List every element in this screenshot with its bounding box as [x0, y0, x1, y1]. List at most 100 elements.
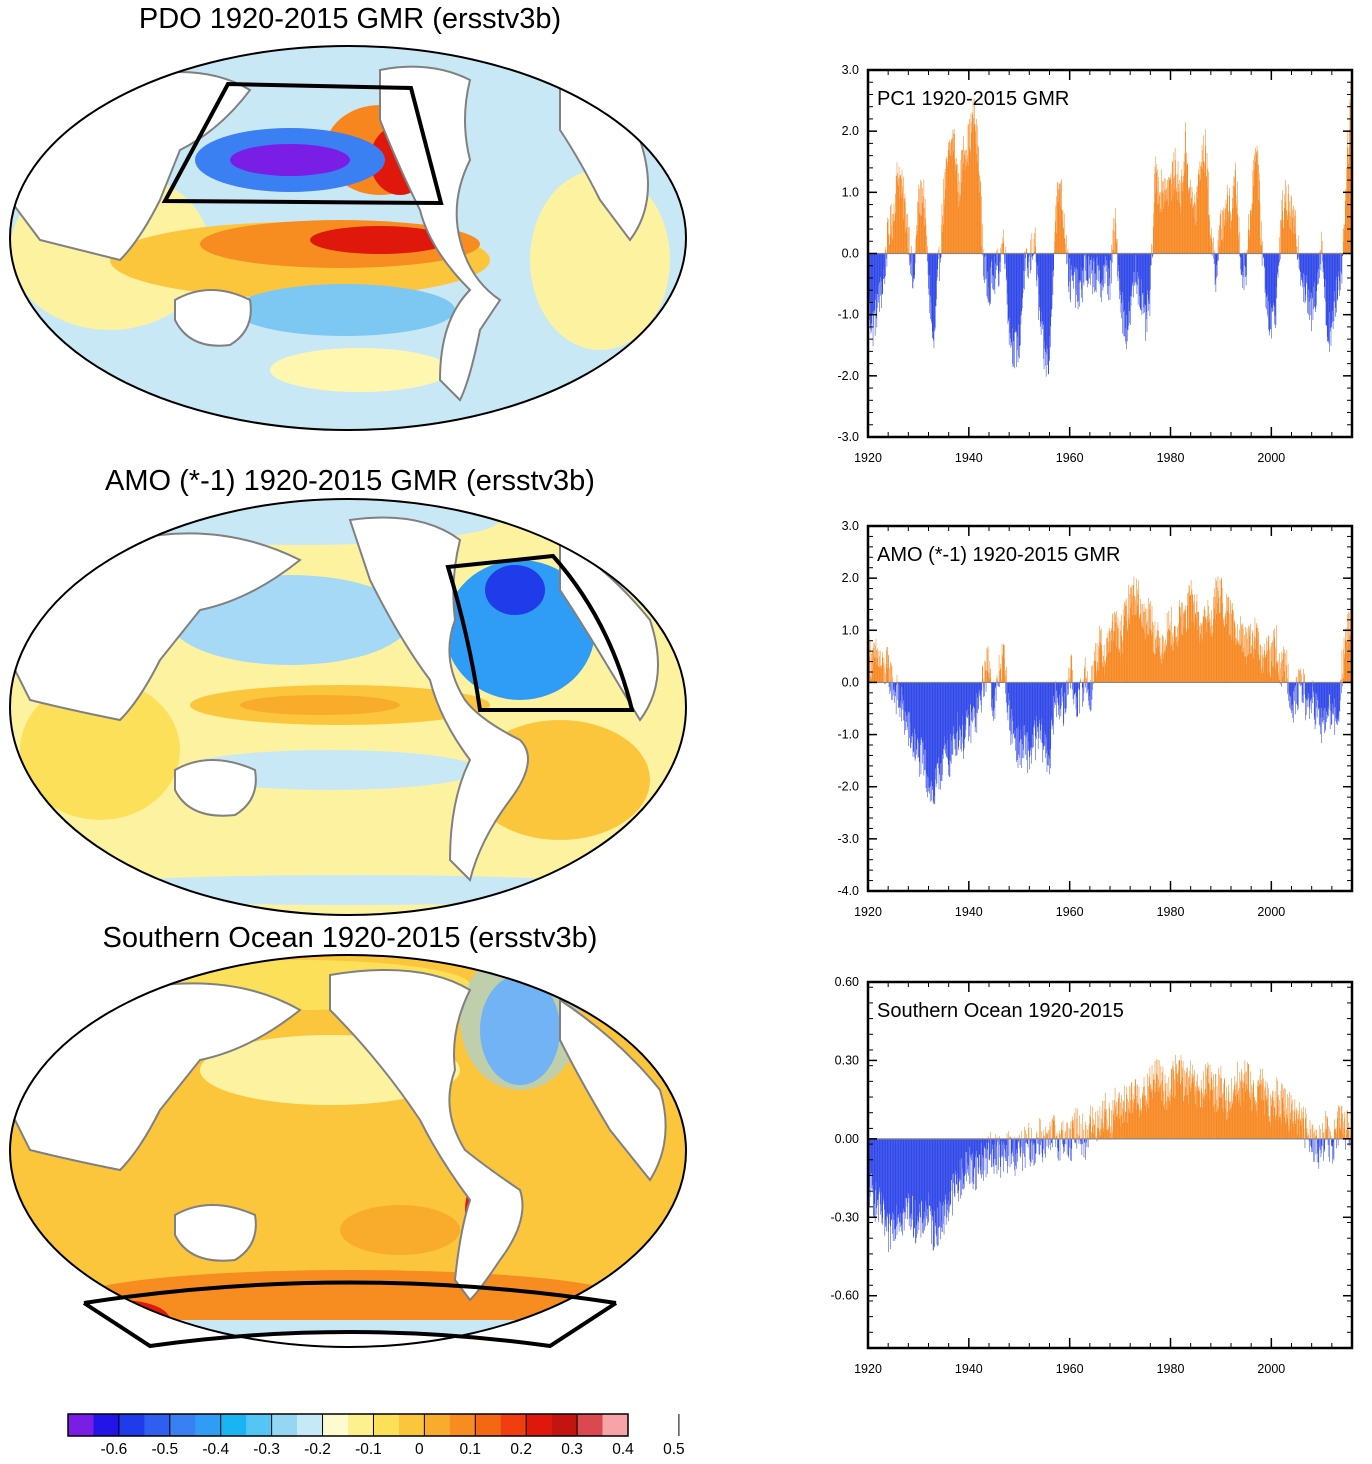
colorbar-label: -0.3 [253, 1441, 280, 1458]
pdo-region-box [161, 81, 444, 206]
y-tick-label: 0.30 [835, 1053, 859, 1067]
colorbar-swatch [93, 1414, 120, 1436]
chart-title: PC1 1920-2015 GMR [877, 88, 1069, 110]
x-tick-label: 1940 [955, 451, 983, 465]
colorbar-label: 0.3 [561, 1441, 583, 1458]
y-tick-label: -1.0 [837, 308, 859, 322]
x-tick-label: 2000 [1257, 451, 1285, 465]
colorbar-swatch [526, 1414, 552, 1436]
y-tick-label: 1.0 [842, 623, 859, 637]
colorbar-swatch [373, 1414, 400, 1436]
southern-ocean-map [9, 954, 687, 1349]
colorbar-swatch [220, 1414, 247, 1436]
map-title-pdo: PDO 1920-2015 GMR (ersstv3b) [138, 3, 562, 35]
colorbar-label: 0.4 [612, 1441, 634, 1458]
y-tick-label: 1.0 [842, 185, 859, 199]
colorbar-swatch [322, 1414, 349, 1436]
colorbar-swatch [118, 1414, 145, 1436]
colorbar-swatch [297, 1414, 323, 1436]
colorbar-label: 0 [415, 1441, 424, 1458]
x-tick-label: 1960 [1056, 905, 1084, 919]
map-outline [9, 954, 687, 1348]
y-tick-label: -2.0 [837, 780, 859, 794]
y-tick-label: 3.0 [842, 519, 859, 533]
map-title-amo: AMO (*-1) 1920-2015 GMR (ersstv3b) [105, 465, 595, 497]
y-tick-label: -2.0 [837, 369, 859, 383]
x-tick-label: 1920 [854, 451, 882, 465]
x-tick-label: 1920 [854, 905, 882, 919]
southern-ocean-region-box [82, 1280, 618, 1349]
x-tick-label: 1980 [1157, 905, 1185, 919]
colorbar-label: 0.5 [663, 1441, 685, 1458]
colorbar-swatch [602, 1414, 629, 1436]
x-tick-label: 1960 [1056, 451, 1084, 465]
colorbar-label: -0.4 [202, 1441, 229, 1458]
colorbar-swatch [195, 1414, 222, 1436]
x-tick-label: 1980 [1157, 1362, 1185, 1376]
colorbar-swatch [348, 1414, 374, 1436]
y-tick-label: -4.0 [837, 884, 859, 898]
colorbar-swatch [500, 1414, 527, 1436]
colorbar-label: -0.5 [151, 1441, 178, 1458]
y-tick-label: -0.60 [831, 1289, 860, 1303]
sst-blob [235, 284, 455, 336]
colorbar-swatch [398, 1414, 425, 1436]
y-tick-label: 0.60 [835, 975, 859, 989]
x-tick-label: 2000 [1257, 905, 1285, 919]
sst-blob [445, 560, 595, 700]
sst-blob [310, 226, 450, 254]
chart-title: AMO (*-1) 1920-2015 GMR [877, 544, 1120, 566]
colorbar-swatch [475, 1414, 502, 1436]
land-australia [174, 1204, 257, 1262]
y-tick-label: -0.30 [831, 1210, 860, 1224]
map-title-southern-ocean: Southern Ocean 1920-2015 (ersstv3b) [102, 922, 598, 954]
colorbar-swatch [68, 1414, 94, 1436]
colorbar-label: 0.2 [510, 1441, 532, 1458]
x-tick-label: 2000 [1257, 1362, 1285, 1376]
colorbar-swatch [246, 1414, 272, 1436]
sst-blob [485, 565, 545, 615]
y-tick-label: 0.0 [842, 675, 859, 689]
land-australia [174, 759, 257, 817]
amo-timeseries-chart: -4.0 -3.0 -2.0 -1.0 0.0 1.0 2.0 3.0 1920 1940 1960… [837, 519, 1354, 919]
sst-blob [20, 680, 180, 820]
colorbar-label: -0.6 [101, 1441, 128, 1458]
maps-panel: -0.6 -0.5 -0.4 -0.3 -0.2 -0.1 0 0.1 0.2 0.3 0.4 0.5… [9, 45, 687, 1458]
y-tick-label: 2.0 [842, 124, 859, 138]
y-tick-label: -1.0 [837, 728, 859, 742]
y-tick-label: 0.00 [835, 1132, 859, 1146]
southern-ocean-timeseries-chart: -0.60 -0.30 0.00 0.30 0.60 1920 1940 1960 1980 20… [831, 975, 1354, 1376]
sst-blob [230, 144, 350, 176]
x-tick-label: 1940 [955, 1362, 983, 1376]
y-tick-label: -3.0 [837, 430, 859, 444]
land-americas [348, 516, 529, 882]
sst-blob [340, 1205, 460, 1255]
sst-blob [70, 1270, 630, 1330]
x-tick-label: 1920 [854, 1362, 882, 1376]
colorbar-label: -0.2 [304, 1441, 331, 1458]
colorbar-swatch [144, 1414, 171, 1436]
land-australia [174, 289, 252, 347]
amo-region-box [445, 553, 635, 712]
colorbar-label: -0.1 [355, 1441, 382, 1458]
colorbar-swatch [449, 1414, 476, 1436]
x-tick-label: 1940 [955, 905, 983, 919]
y-tick-label: 2.0 [842, 571, 859, 585]
chart-title: Southern Ocean 1920-2015 [877, 1000, 1124, 1022]
pdo-map [9, 45, 687, 431]
map-outline [9, 45, 687, 431]
land-africa [559, 998, 667, 1182]
colorbar-swatch [551, 1414, 578, 1436]
land-americas [379, 65, 502, 402]
y-tick-label: 0.0 [842, 247, 859, 261]
sst-blob [240, 695, 400, 715]
colorbar-swatch [424, 1414, 451, 1436]
colorbar-swatch [577, 1414, 603, 1436]
colorbar-label: 0.1 [459, 1441, 481, 1458]
map-outline [9, 498, 687, 916]
x-tick-label: 1960 [1056, 1362, 1084, 1376]
x-tick-label: 1980 [1157, 451, 1185, 465]
pc1-timeseries-chart: -3.0 -2.0 -1.0 0.0 1.0 2.0 3.0 1920 1940 1960 1980… [837, 63, 1354, 465]
colorbar-swatch [169, 1414, 196, 1436]
